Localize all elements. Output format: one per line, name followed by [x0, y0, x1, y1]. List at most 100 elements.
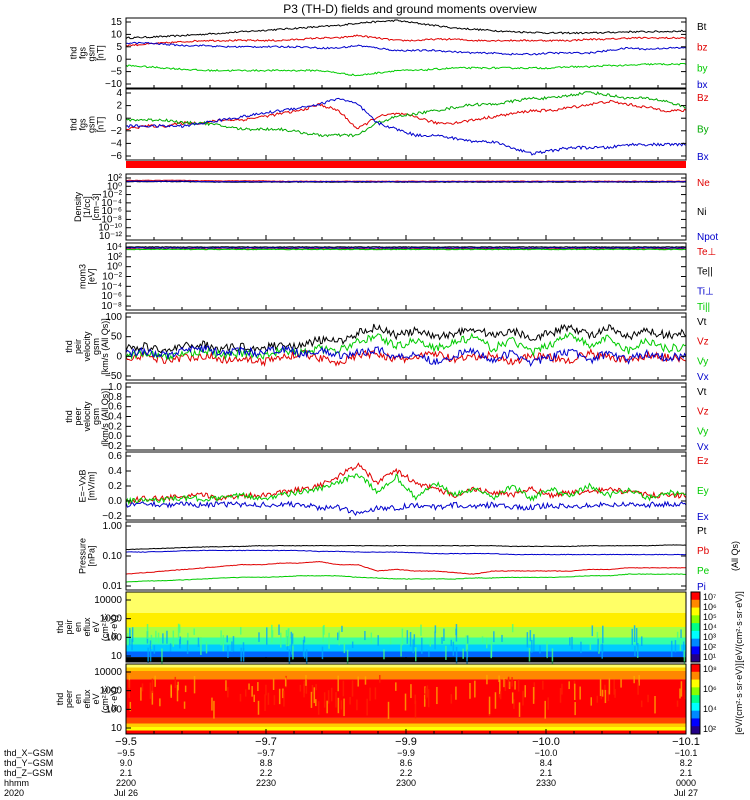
- legend-entry: Vx: [697, 372, 709, 383]
- spectrogram-texture: [340, 700, 343, 710]
- colorbar-swatch: [691, 646, 700, 655]
- spectrogram-texture: [511, 677, 513, 687]
- spectrogram-texture: [166, 630, 168, 644]
- spectrogram-texture: [679, 638, 682, 651]
- spectrogram-texture: [227, 687, 229, 698]
- x-row-label: thd_Y−GSM: [4, 758, 53, 768]
- panel-density: Density [1/cc] [cm−3]10²10⁰10⁻²10⁻⁴10⁻⁶10⁻…: [73, 173, 718, 243]
- spectrogram-texture: [474, 680, 476, 698]
- spectrogram-texture: [149, 682, 152, 699]
- spectrogram-texture: [596, 695, 599, 703]
- colorbar-swatch: [691, 607, 700, 616]
- spectrogram-band: [126, 627, 686, 638]
- colorbar-swatch: [691, 710, 700, 719]
- panel-ylabel-line: thd: [64, 340, 74, 353]
- spectrogram-texture: [604, 689, 607, 704]
- panel-peir_eflux: thd peir en eflux eV (cm²·s· sr·eV) 10000 1000 10…: [55, 591, 687, 667]
- y-tick-label: 1000: [100, 614, 123, 625]
- spectrogram-texture: [469, 682, 471, 699]
- spectrogram-texture: [400, 644, 402, 657]
- spectrogram-texture: [341, 625, 343, 632]
- spectrogram-texture: [155, 630, 157, 642]
- y-tick-label: 10⁰: [107, 181, 122, 192]
- panel-frame: [125, 451, 687, 521]
- colorbar-swatch: [691, 664, 700, 673]
- panel-ylabel-line: sr·eV): [109, 615, 119, 640]
- spectrogram-texture: [222, 635, 225, 652]
- spectrogram-texture: [511, 624, 514, 633]
- spectrogram-texture: [305, 649, 308, 664]
- spectrogram-texture: [292, 645, 294, 660]
- y-tick-label: 10000: [94, 595, 122, 606]
- spectrogram-texture: [225, 680, 227, 691]
- panel-peer_eflux: thd peer en eflux eV (cm²·s· sr·eV) 10000 1000 10…: [55, 663, 687, 735]
- legend-entry: Ne: [697, 178, 710, 189]
- spectrogram-texture: [528, 647, 531, 663]
- spectrogram-texture: [415, 647, 417, 662]
- series-line-Ex: [125, 500, 687, 517]
- series-line-Npot: [125, 180, 687, 183]
- spectrogram-texture: [533, 634, 535, 652]
- spectrogram-texture: [305, 675, 307, 686]
- legend-entry: Bt: [697, 22, 707, 33]
- colorbar-swatch: [691, 592, 700, 601]
- spectrogram-band: [126, 644, 686, 652]
- panel-ylabel-line: Density: [73, 191, 83, 222]
- spectrogram-texture: [128, 680, 131, 699]
- x-row-value: 2.2: [260, 768, 273, 778]
- colorbar-swatch: [691, 638, 700, 647]
- y-tick-label: 2: [116, 101, 122, 112]
- spectrogram-texture: [285, 629, 288, 644]
- y-tick-label: 10⁰: [107, 262, 122, 273]
- spectrogram-texture: [498, 675, 500, 683]
- spectrogram-texture: [637, 682, 639, 695]
- spectrogram-band: [126, 727, 686, 731]
- x-row-label: thd_Z−GSM: [4, 768, 53, 778]
- spectrogram-texture: [131, 627, 134, 643]
- spectrogram-texture: [498, 690, 501, 698]
- spectrogram-texture: [598, 637, 600, 654]
- spectrogram-texture: [303, 680, 306, 693]
- spectrogram-texture: [641, 636, 643, 646]
- legend-entry: bz: [697, 43, 708, 54]
- y-tick-label: 50: [111, 332, 123, 343]
- spectrogram-texture: [286, 636, 289, 650]
- spectrogram-texture: [131, 638, 133, 651]
- y-tick-label: 15: [111, 17, 123, 28]
- series-line-by: [125, 62, 687, 77]
- spectrogram-texture: [239, 627, 242, 635]
- y-tick-label: −4: [111, 138, 123, 149]
- panel-ylabel-line: peer: [64, 690, 74, 708]
- spectrogram-texture: [539, 645, 541, 654]
- y-tick-label: 0.0: [108, 431, 122, 442]
- spectrogram-texture: [679, 688, 681, 699]
- spectrogram-texture: [455, 646, 458, 664]
- panel-ylabel-line: eV: [91, 621, 101, 632]
- panel-frame: [125, 312, 687, 381]
- y-tick-label: 10⁻⁶: [101, 291, 122, 302]
- spectrogram-texture: [504, 679, 507, 691]
- spectrogram-texture: [311, 684, 314, 694]
- spectrogram-texture: [633, 625, 636, 642]
- spectrogram-texture: [278, 624, 280, 635]
- x-row-value: 2300: [396, 778, 416, 788]
- legend-entry: Pb: [697, 546, 710, 557]
- x-row-value: −10.0: [535, 748, 558, 758]
- y-tick-label: −50: [105, 371, 122, 382]
- panel-frame: [125, 521, 687, 591]
- spectrogram-texture: [366, 698, 368, 716]
- series-line-Vx: [125, 344, 687, 367]
- spectrogram-texture: [323, 692, 326, 708]
- spectrogram-texture: [410, 684, 412, 699]
- spectrogram-texture: [450, 694, 453, 704]
- spectrogram-texture: [395, 682, 397, 691]
- spectrogram-texture: [343, 698, 345, 717]
- spectrogram-texture: [330, 687, 333, 702]
- spectrogram-texture: [193, 675, 196, 694]
- spectrogram-texture: [149, 646, 152, 662]
- spectrogram-texture: [291, 633, 294, 644]
- series-line-Bz: [125, 99, 687, 131]
- spectrogram-texture: [409, 632, 412, 647]
- spectrogram-texture: [434, 625, 437, 633]
